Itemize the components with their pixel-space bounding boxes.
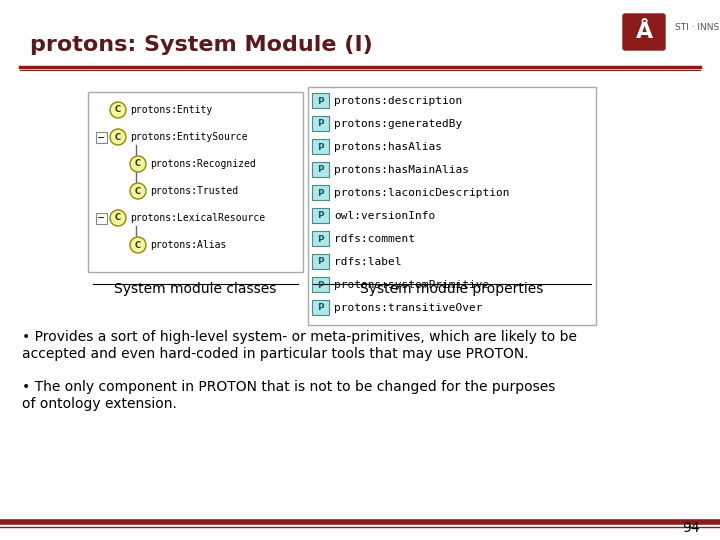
Bar bbox=[312, 300, 329, 315]
FancyBboxPatch shape bbox=[623, 14, 665, 50]
Text: P: P bbox=[317, 303, 323, 313]
Bar bbox=[312, 116, 329, 131]
Bar bbox=[88, 92, 303, 272]
Text: C: C bbox=[115, 105, 121, 114]
Text: protons:LexicalResource: protons:LexicalResource bbox=[130, 213, 265, 223]
Text: owl:versionInfo: owl:versionInfo bbox=[334, 211, 436, 221]
Text: protons:Recognized: protons:Recognized bbox=[150, 159, 256, 169]
Text: STI · INNSBRUCK: STI · INNSBRUCK bbox=[675, 24, 720, 32]
Text: P: P bbox=[317, 143, 323, 152]
Bar bbox=[312, 254, 329, 269]
Text: of ontology extension.: of ontology extension. bbox=[22, 397, 177, 411]
Bar bbox=[96, 213, 107, 224]
Text: P: P bbox=[317, 258, 323, 267]
Text: protons:Trusted: protons:Trusted bbox=[150, 186, 238, 196]
Text: C: C bbox=[135, 159, 141, 168]
Text: P: P bbox=[317, 97, 323, 105]
Text: P: P bbox=[317, 280, 323, 289]
Circle shape bbox=[110, 210, 126, 226]
Text: rdfs:comment: rdfs:comment bbox=[334, 234, 415, 244]
Text: −: − bbox=[97, 132, 106, 143]
Bar bbox=[312, 185, 329, 200]
Text: P: P bbox=[317, 165, 323, 174]
Text: protons:generatedBy: protons:generatedBy bbox=[334, 119, 462, 129]
Text: protons:laconicDescription: protons:laconicDescription bbox=[334, 188, 510, 198]
Text: protons:Alias: protons:Alias bbox=[150, 240, 226, 250]
Text: 94: 94 bbox=[683, 521, 700, 535]
Text: System module classes: System module classes bbox=[114, 282, 276, 296]
Text: Å: Å bbox=[636, 22, 652, 42]
Bar bbox=[312, 231, 329, 246]
Text: accepted and even hard-coded in particular tools that may use PROTON.: accepted and even hard-coded in particul… bbox=[22, 347, 528, 361]
Text: protons:systemPrimitive: protons:systemPrimitive bbox=[334, 280, 490, 290]
Text: P: P bbox=[317, 234, 323, 244]
Text: protons:hasMainAlias: protons:hasMainAlias bbox=[334, 165, 469, 175]
Text: rdfs:label: rdfs:label bbox=[334, 257, 402, 267]
Circle shape bbox=[130, 237, 146, 253]
Circle shape bbox=[110, 129, 126, 145]
Text: P: P bbox=[317, 212, 323, 220]
Bar bbox=[96, 132, 107, 143]
Text: P: P bbox=[317, 119, 323, 129]
Text: System module properties: System module properties bbox=[360, 282, 544, 296]
Circle shape bbox=[130, 183, 146, 199]
Text: protons:transitiveOver: protons:transitiveOver bbox=[334, 303, 482, 313]
Circle shape bbox=[130, 156, 146, 172]
Text: C: C bbox=[115, 132, 121, 141]
Text: P: P bbox=[317, 188, 323, 198]
Text: C: C bbox=[135, 240, 141, 249]
Text: • Provides a sort of high-level system- or meta-primitives, which are likely to : • Provides a sort of high-level system- … bbox=[22, 330, 577, 344]
Bar bbox=[312, 139, 329, 154]
Text: −: − bbox=[97, 213, 106, 224]
Text: C: C bbox=[135, 186, 141, 195]
Bar bbox=[312, 277, 329, 292]
Text: protons:hasAlias: protons:hasAlias bbox=[334, 142, 442, 152]
Bar bbox=[312, 162, 329, 177]
Bar bbox=[312, 93, 329, 108]
Text: protons:Entity: protons:Entity bbox=[130, 105, 212, 115]
Bar bbox=[308, 87, 596, 325]
Circle shape bbox=[110, 102, 126, 118]
Text: protons:EntitySource: protons:EntitySource bbox=[130, 132, 248, 142]
Text: • The only component in PROTON that is not to be changed for the purposes: • The only component in PROTON that is n… bbox=[22, 380, 555, 394]
Text: C: C bbox=[115, 213, 121, 222]
Text: protons: System Module (I): protons: System Module (I) bbox=[30, 35, 373, 55]
Bar bbox=[312, 208, 329, 223]
Text: protons:description: protons:description bbox=[334, 96, 462, 106]
